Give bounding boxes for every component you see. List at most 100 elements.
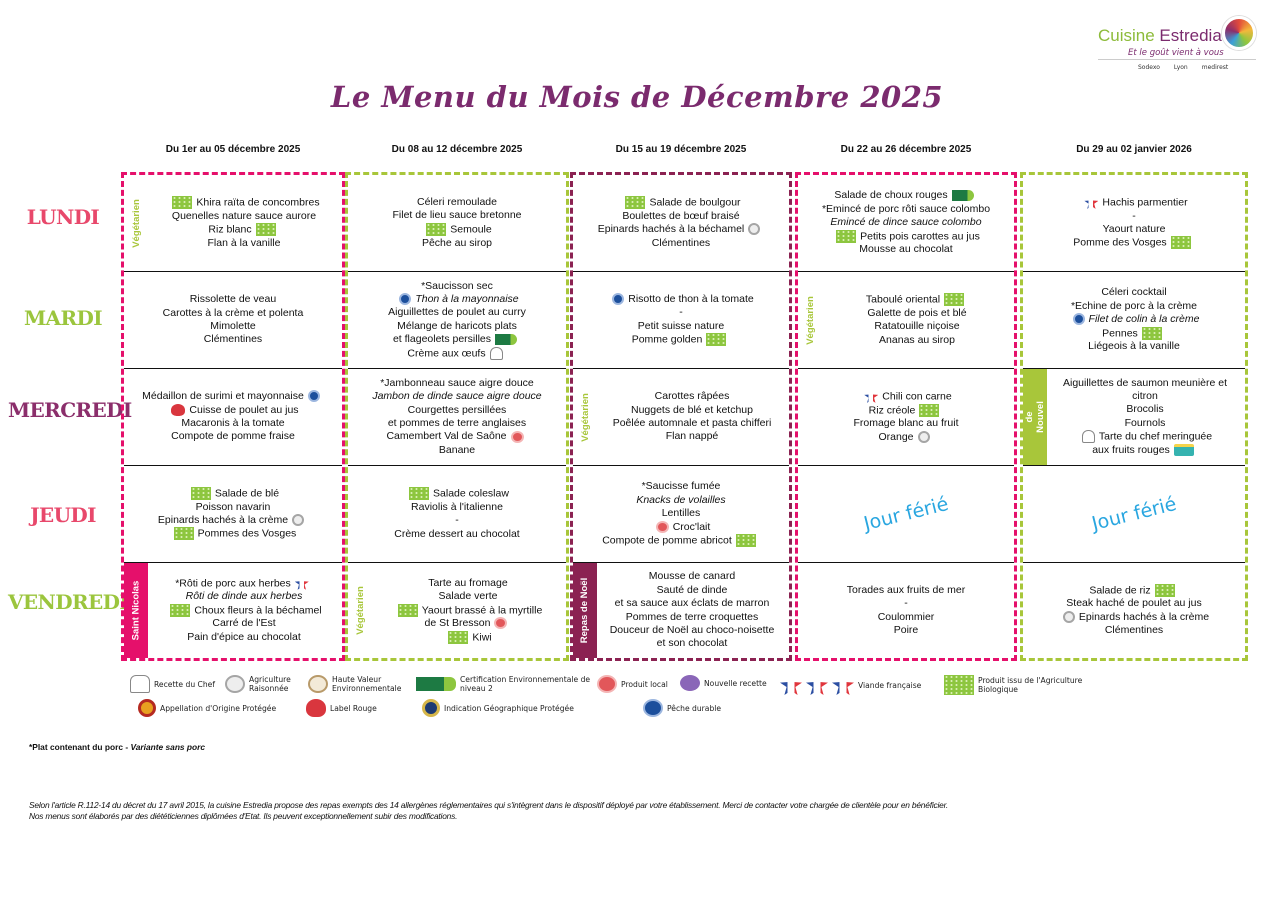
legend-item: Certification Environnementale de niveau… (416, 675, 592, 693)
dish-name: *Saucisson sec (421, 279, 493, 292)
menu-cell-vendredi: Végétarien Tarte au fromage Salade verte Ya… (348, 563, 566, 658)
bio-icon (190, 486, 211, 500)
dish-item: Fromage blanc au fruit (853, 417, 958, 430)
meal-tag: Végétarien (348, 563, 372, 658)
dish-item: Hachis parmentier (1073, 195, 1194, 210)
menu-cell-mercredi: Végétarien Carottes râpées Nuggets de blé … (573, 369, 789, 466)
legend-item: Viande française (780, 675, 940, 695)
dish-name: Kiwi (472, 630, 492, 643)
bio-icon (1154, 583, 1175, 597)
legend-item: Haute Valeur Environnementale (308, 675, 412, 693)
logo-tagline: Et le goût vient à vous (1128, 48, 1224, 58)
dish-name: Mélange de haricots plats (397, 319, 517, 332)
dish-name: Pomme des Vosges (1073, 236, 1167, 249)
dish-item: Tarte du chef meringuée (1049, 430, 1241, 444)
dish-item: Flan nappé (599, 430, 785, 443)
dish-name: Quenelles nature sauce aurore (171, 209, 317, 222)
dish-item: Pomme des Vosges (1073, 236, 1194, 250)
dish-name: Salade verte (438, 590, 498, 603)
dish-name: Khira raïta de concombres (196, 196, 320, 209)
dish-item: Compote de pomme abricot (602, 533, 760, 548)
dish-item: Risotto de thon à la tomate (608, 293, 754, 306)
dish-item: Pommes de terre croquettes (599, 611, 785, 624)
msc-icon (307, 390, 320, 403)
meal-tag-label: Repas de Nouvel an (1023, 401, 1058, 433)
vf-icon (864, 389, 879, 403)
dish-name: et son chocolat (656, 637, 728, 650)
dish-name: aux fruits rouges (1092, 443, 1170, 456)
dish-name: Taboulé oriental (865, 293, 941, 306)
dish-name: Salade de riz (1089, 583, 1151, 596)
menu-cell-jeudi: Salade de blé Poisson navarin Epinards hac… (124, 466, 342, 563)
dish-item: Salade coleslaw (394, 487, 519, 501)
vf-icon (1084, 195, 1099, 209)
dish-name: Rôti de dinde aux herbes (185, 590, 303, 603)
meal-tag: Repas de Nouvel an (1023, 369, 1057, 465)
dish-item: - (847, 597, 965, 610)
menu-cell-mercredi: *Jambonneau sauce aigre douce Jambon de d… (348, 369, 566, 466)
dish-item: *Saucisse fumée (602, 480, 760, 493)
dish-item: Ananas au sirop (824, 334, 1010, 347)
chef-icon (1081, 430, 1095, 444)
ar-icon (292, 514, 305, 527)
dish-name: Aiguillettes de poulet au curry (388, 306, 526, 319)
dish-item: - (394, 514, 519, 527)
dish-item: Mélange de haricots plats (388, 320, 526, 333)
dish-name: Clémentines (1104, 624, 1164, 637)
dish-item: Clémentines (1059, 624, 1209, 637)
dish-item: Poêlée automnale et pasta chifferi (599, 417, 785, 430)
dish-name: Carottes râpées (654, 390, 730, 403)
chef-icon (489, 346, 503, 360)
dish-name: Mimolette (210, 320, 256, 332)
dish-name: Poire (893, 623, 919, 636)
meal-tag-label: Végétarien (804, 295, 816, 345)
dish-name: Emincé de dince sauce colombo (830, 216, 982, 229)
footer-allergens: Selon l'article R.112-14 du décret du 17… (29, 800, 948, 810)
lr-icon (306, 699, 326, 717)
legend-label: Agriculture Raisonnée (249, 675, 291, 693)
legend-label: Label Rouge (330, 703, 377, 713)
dish-item: Khira raïta de concombres (150, 195, 338, 210)
dish-name: Torades aux fruits de mer (846, 583, 966, 596)
dish-item: Lentilles (602, 507, 760, 520)
dish-item: Fournols (1049, 417, 1241, 430)
dish-list: Chili con carne Riz créole Fromage blanc a… (853, 389, 959, 444)
dish-list: Céleri remoulade Filet de lieu sauce bret… (393, 196, 522, 250)
dish-name: et flageolets persilles (392, 333, 492, 346)
week-column: Salade de boulgour Boulettes de bœuf brai… (570, 172, 792, 661)
dish-name: Salade de choux rouges (834, 189, 948, 202)
dish-name: Knacks de volailles (636, 493, 726, 506)
dish-name: Courgettes persillées (407, 403, 507, 416)
vf-icon (806, 675, 828, 695)
dish-item: Ratatouille niçoise (824, 320, 1010, 333)
dish-item: Crème dessert au chocolat (394, 528, 519, 541)
msc-icon (612, 293, 625, 306)
menu-cell-mardi: *Saucisson sec Thon à la mayonnaise Aiguil… (348, 272, 566, 369)
dish-item: Aiguillettes de saumon meunière et citro… (1049, 377, 1241, 404)
logo-divider (1098, 59, 1256, 60)
legend-item: Appellation d'Origine Protégée (138, 699, 302, 717)
dish-name: Choux fleurs à la béchamel (194, 604, 322, 617)
dish-item: Knacks de volailles (602, 494, 760, 507)
dish-item: Douceur de Noël au choco-noisette (599, 624, 785, 637)
dish-name: Nuggets de blé et ketchup (630, 403, 753, 416)
dish-item: Taboulé oriental (824, 293, 1010, 307)
dish-item: Carottes râpées (599, 390, 785, 403)
dish-item: Coulommier (847, 611, 965, 624)
dish-name: Salade de blé (214, 487, 280, 500)
dish-list: Carottes râpées Nuggets de blé et ketchup… (599, 390, 785, 444)
dish-item: Salade de choux rouges (822, 189, 990, 202)
local-icon (597, 675, 617, 693)
dish-name: Petit suisse nature (637, 319, 725, 332)
dish-name: Fournols (1124, 416, 1166, 429)
dish-item: Carré de l'Est (150, 617, 338, 630)
dish-item: Clémentines (598, 237, 765, 250)
meal-tag: Végétarien (124, 175, 148, 271)
menu-cell-mardi: Rissolette de veau Carottes à la crème et… (124, 272, 342, 369)
dish-name: - (679, 306, 683, 319)
dish-name: Pennes (1102, 326, 1138, 339)
dish-item: Chili con carne (853, 389, 958, 404)
dish-item: Yaourt nature (1073, 223, 1194, 236)
menu-cell-lundi: Végétarien Khira raïta de concombres Quene… (124, 175, 342, 272)
dish-item: Rôti de dinde aux herbes (150, 590, 338, 603)
